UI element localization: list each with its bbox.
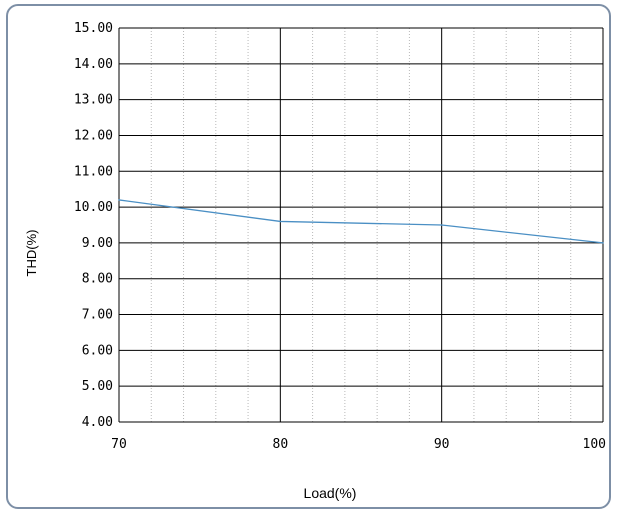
x-tick-label: 80 [273,437,289,452]
y-tick-label: 7.00 [82,308,113,323]
y-tick-label: 4.00 [82,415,113,430]
y-tick-label: 5.00 [82,379,113,394]
y-tick-label: 10.00 [74,200,113,215]
y-tick-label: 14.00 [74,57,113,72]
data-point [118,199,120,201]
x-tick-labels: 70 80 90 100 [111,437,606,452]
x-tick-label: 70 [111,437,127,452]
series-line [118,199,604,244]
x-tick-label: 90 [434,437,450,452]
minor-grid [150,28,572,422]
y-tick-label: 15.00 [74,21,113,36]
y-tick-label: 13.00 [74,93,113,108]
y-tick-labels: 15.00 14.00 13.00 12.00 11.00 10.00 9.00 8.00 7.… [74,21,113,430]
x-axis-label: Load(%) [304,485,357,501]
data-point [279,220,282,223]
major-grid [118,27,604,423]
y-axis-label: THD(%) [24,230,39,277]
data-point [602,242,604,244]
y-tick-label: 6.00 [82,343,113,358]
y-tick-label: 12.00 [74,128,113,143]
chart-frame [6,4,611,509]
series-layer [118,199,604,244]
y-tick-label: 9.00 [82,236,113,251]
y-tick-label: 11.00 [74,164,113,179]
y-tick-label: 8.00 [82,272,113,287]
x-tick-label: 100 [583,437,606,452]
data-point [440,224,443,226]
